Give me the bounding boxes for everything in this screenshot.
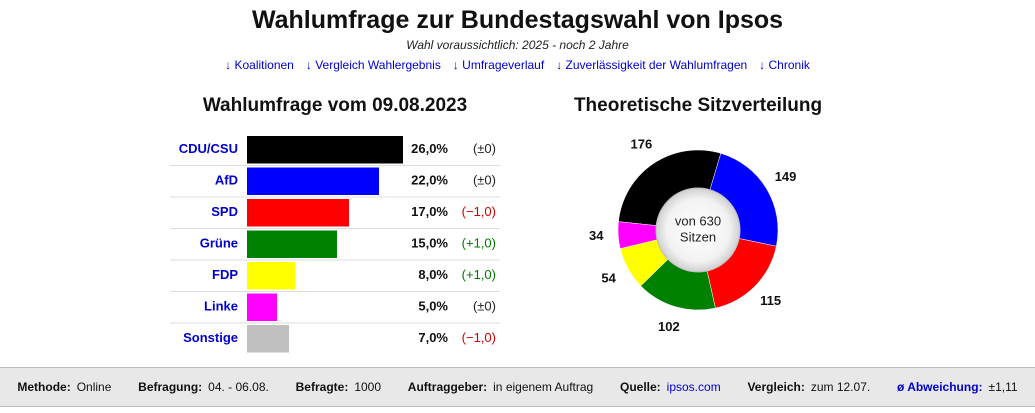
subtitle: Wahl voraussichtlich: 2025 - noch 2 Jahr…	[406, 38, 629, 52]
category-link[interactable]: SPD	[211, 204, 238, 219]
nav-link[interactable]: ↓ Umfrageverlauf	[452, 58, 545, 72]
footer-value: 1000	[354, 380, 382, 394]
header: Wahlumfrage zur Bundestagswahl von Ipsos…	[0, 6, 1035, 72]
nav-links: ↓ Koalitionen ↓ Vergleich Wahlergebnis ↓ U…	[0, 58, 1035, 72]
footer-value: ±1,11	[988, 380, 1018, 394]
nav-link[interactable]: ↓ Vergleich Wahlergebnis	[305, 58, 441, 72]
footer-item: Methode: Online	[17, 380, 111, 394]
change-label: (±0)	[473, 173, 496, 188]
footer-label: Vergleich:	[747, 380, 805, 394]
footer-item: Befragte: 1000	[296, 380, 381, 394]
slice-label: 54	[601, 271, 616, 286]
bar	[247, 167, 379, 195]
charts: Wahlumfrage vom 09.08.2023 CDU/CSU 26,0% (±…	[170, 95, 822, 353]
nav-link[interactable]: ↓ Zuverlässigkeit der Wahlumfragen	[556, 58, 748, 72]
footer-value: zum 12.07.	[810, 380, 871, 394]
page-title: Wahlumfrage zur Bundestagswahl von Ipsos	[251, 6, 784, 34]
value-label: 5,0%	[418, 299, 448, 314]
slice-label: 115	[760, 293, 781, 308]
slice-label: 149	[775, 169, 797, 184]
bar	[247, 325, 289, 353]
footer-label: ø Abweichung:	[897, 380, 983, 394]
category-link[interactable]: AfD	[215, 173, 238, 188]
footer-item: Auftraggeber: in eigenem Auftrag	[408, 380, 593, 394]
center-label: Sitzen	[680, 229, 716, 244]
chart-title: Wahlumfrage vom 09.08.2023	[203, 95, 467, 116]
change-label: (−1,0)	[462, 330, 496, 345]
footer-link[interactable]: ipsos.com	[666, 380, 721, 394]
footer-item: Vergleich: zum 12.07.	[747, 380, 870, 394]
change-label: (+1,0)	[462, 267, 496, 282]
change-label: (−1,0)	[462, 204, 496, 219]
chart-title: Theoretische Sitzverteilung	[574, 95, 822, 116]
change-label: (+1,0)	[462, 236, 496, 251]
footer-label: Auftraggeber:	[407, 380, 488, 394]
value-label: 17,0%	[411, 204, 448, 219]
footer-item: Befragung: 04. - 06.08.	[138, 380, 269, 394]
bar	[247, 199, 349, 227]
slice-label: 102	[658, 319, 680, 334]
value-label: 7,0%	[418, 330, 448, 345]
footer-label: Befragung:	[138, 380, 203, 394]
change-label: (±0)	[473, 141, 496, 156]
change-label: (±0)	[473, 299, 496, 314]
pie-hole	[655, 187, 741, 273]
footer-item: ø Abweichung: ±1,11	[897, 380, 1018, 394]
center-label: von 630	[675, 213, 721, 228]
category-link[interactable]: Linke	[204, 299, 238, 314]
nav-link[interactable]: ↓ Koalitionen	[225, 58, 294, 72]
footer-label: Quelle:	[619, 380, 661, 394]
value-label: 15,0%	[411, 236, 448, 251]
value-label: 22,0%	[411, 173, 448, 188]
footer-link[interactable]: ø Abweichung:	[896, 380, 983, 394]
category-link[interactable]: Sonstige	[183, 330, 238, 345]
bar	[247, 136, 403, 164]
category-link[interactable]: CDU/CSU	[179, 141, 238, 156]
bar	[247, 293, 277, 321]
value-label: 26,0%	[411, 141, 448, 156]
footer-label: Methode:	[17, 380, 71, 394]
footer: Methode: Online Befragung: 04. - 06.08. Befr…	[0, 367, 1035, 407]
nav-link[interactable]: ↓ Chronik	[759, 58, 810, 72]
bar	[247, 230, 337, 258]
footer-item: Quelle: ipsos.com	[620, 380, 721, 394]
slice-label: 176	[631, 137, 653, 152]
category-link[interactable]: Grüne	[200, 236, 238, 251]
footer-label: Befragte:	[295, 380, 349, 394]
footer-value: 04. - 06.08.	[208, 380, 269, 394]
bar	[247, 262, 295, 290]
category-link[interactable]: FDP	[212, 267, 238, 282]
slice-label: 34	[589, 228, 604, 243]
value-label: 8,0%	[418, 267, 448, 282]
footer-value: in eigenem Auftrag	[493, 380, 594, 394]
footer-value: Online	[76, 380, 112, 394]
